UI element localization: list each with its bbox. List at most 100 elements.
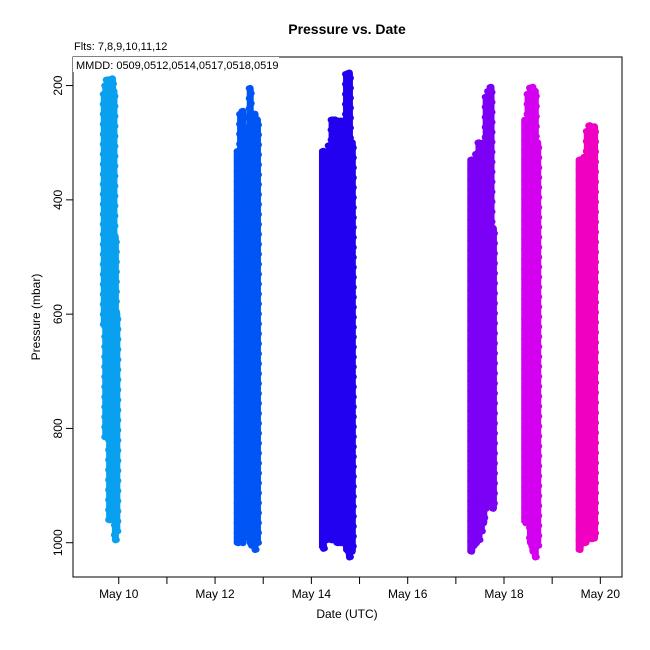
data-point [593, 479, 600, 486]
data-point [112, 321, 119, 328]
data-point [489, 109, 496, 116]
data-point [590, 344, 597, 351]
data-point [255, 440, 262, 447]
data-point [536, 433, 543, 440]
data-point [536, 502, 543, 509]
data-point [350, 144, 357, 151]
data-point [533, 169, 540, 176]
data-point [488, 265, 495, 272]
data-point [488, 255, 495, 262]
data-point [533, 497, 540, 504]
data-point [109, 148, 116, 155]
data-point [533, 298, 540, 305]
data-point [533, 388, 540, 395]
data-point [486, 163, 493, 170]
data-point [109, 98, 116, 105]
data-point [593, 379, 600, 386]
data-point [112, 361, 119, 368]
data-point [252, 415, 259, 422]
data-point [491, 250, 498, 257]
data-point [115, 437, 122, 444]
data-point [590, 515, 597, 522]
data-point [110, 243, 117, 250]
data-point [350, 324, 357, 331]
data-point [112, 422, 119, 429]
data-point [252, 295, 259, 302]
data-point [590, 234, 597, 241]
data-point [350, 344, 357, 350]
data-point [252, 126, 259, 133]
data-point [536, 482, 543, 489]
data-point [350, 284, 357, 291]
data-point [590, 224, 597, 231]
data-point [252, 136, 259, 143]
y-tick-label: 400 [51, 190, 65, 210]
data-point [255, 380, 262, 387]
data-point [347, 458, 354, 465]
data-point [536, 443, 543, 450]
data-point [347, 348, 354, 355]
data-point [252, 475, 259, 482]
series-flight-9 [318, 69, 357, 561]
data-point [250, 111, 257, 118]
data-point [113, 536, 120, 543]
data-point [489, 198, 496, 205]
data-point [350, 294, 357, 301]
data-point [533, 278, 540, 285]
data-point [590, 444, 597, 451]
data-point [347, 388, 354, 395]
data-point [252, 186, 259, 193]
data-point [489, 218, 496, 225]
data-point [533, 328, 540, 335]
data-point [115, 457, 122, 464]
data-point [590, 143, 597, 150]
data-point [347, 249, 354, 256]
data-point [109, 168, 116, 175]
series-flight-8 [233, 84, 262, 554]
data-point [488, 465, 495, 472]
data-point [347, 498, 354, 505]
data-point [350, 443, 357, 450]
data-point [593, 168, 600, 175]
data-point [109, 197, 116, 204]
data-point [488, 395, 495, 402]
data-point [486, 193, 493, 200]
data-point [533, 189, 540, 196]
data-point [115, 407, 122, 414]
data-point [112, 381, 119, 388]
data-point [590, 434, 597, 441]
data-point [533, 338, 540, 345]
data-point [533, 428, 540, 435]
data-point [252, 315, 259, 322]
data-point [491, 360, 498, 367]
data-point [533, 408, 540, 415]
data-point [255, 499, 262, 506]
data-point [533, 378, 540, 385]
data-point [347, 114, 354, 121]
data-point [533, 348, 540, 355]
data-point [536, 313, 543, 320]
data-point [590, 414, 597, 421]
y-tick-label: 800 [51, 418, 65, 438]
data-point [252, 146, 259, 153]
data-point [109, 108, 116, 115]
data-point [252, 286, 259, 292]
x-axis: May 10 May 12 May 14 May 16 May 18 May 20 [99, 577, 620, 601]
data-point [115, 316, 122, 323]
data-point [533, 219, 540, 226]
data-point [347, 104, 354, 111]
data-point [255, 450, 262, 457]
data-point [112, 222, 119, 229]
data-point [115, 396, 122, 403]
data-point [533, 159, 540, 166]
data-point [533, 458, 540, 465]
data-point [491, 350, 498, 357]
data-point [112, 351, 119, 358]
data-point [593, 158, 600, 165]
data-point [109, 138, 116, 145]
data-point [491, 290, 498, 297]
data-point [486, 203, 493, 210]
data-point [590, 324, 597, 331]
data-point [115, 518, 122, 525]
data-point [115, 336, 122, 343]
